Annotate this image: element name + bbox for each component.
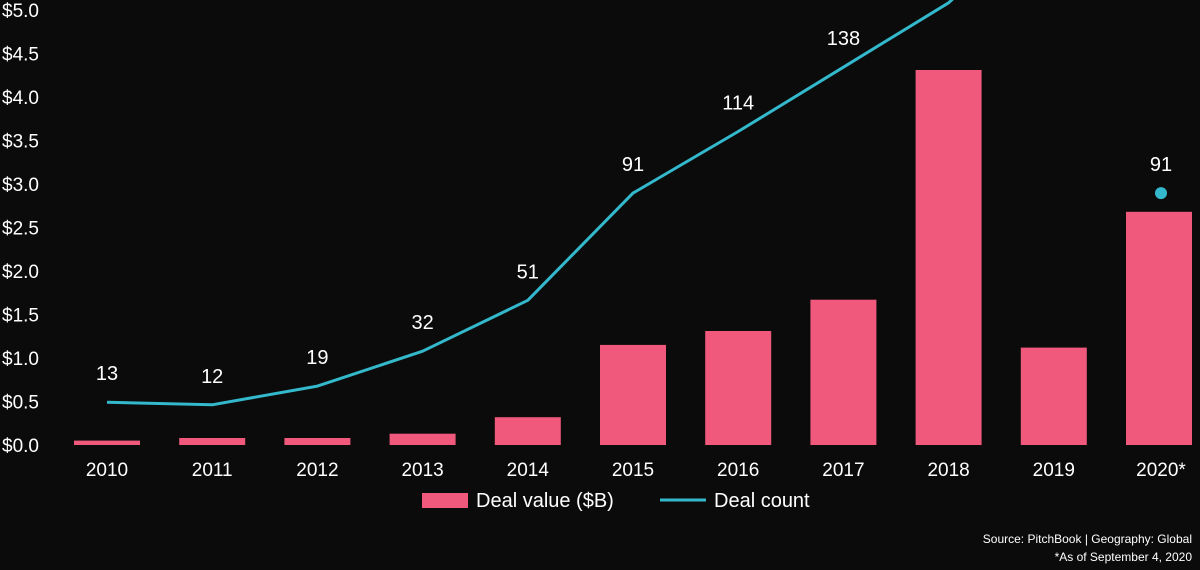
y-tick-label: $3.5 — [2, 132, 39, 153]
deal-count-label: 138 — [827, 28, 860, 50]
legend-swatch-deal-value — [422, 493, 468, 508]
bar — [705, 331, 772, 445]
y-tick-label: $0.0 — [2, 436, 39, 457]
x-tick-label: 2011 — [192, 460, 233, 481]
x-tick-label: 2018 — [927, 460, 969, 481]
bar — [74, 440, 140, 445]
x-tick-label: 2019 — [1033, 460, 1075, 481]
x-tick-label: 2015 — [612, 460, 654, 481]
bar — [810, 299, 877, 445]
deal-count-label: 13 — [96, 363, 118, 385]
bar — [1126, 211, 1192, 445]
x-tick-label: 2010 — [86, 460, 128, 481]
bar — [915, 70, 982, 445]
deal-count-label: 32 — [411, 312, 433, 334]
x-tick-label: 2013 — [401, 460, 443, 481]
y-tick-label: $2.0 — [2, 262, 39, 283]
bar — [284, 438, 351, 445]
bar-series — [74, 70, 1192, 445]
bar — [179, 438, 246, 445]
legend-label-deal-count: Deal count — [714, 490, 810, 512]
legend: Deal value ($B) Deal count — [422, 490, 810, 512]
legend-label-deal-value: Deal value ($B) — [476, 490, 614, 512]
y-tick-label: $0.5 — [2, 393, 39, 414]
x-tick-label: 2020* — [1136, 460, 1186, 481]
x-tick-label: 2016 — [717, 460, 759, 481]
deal-count-label: 114 — [722, 92, 754, 114]
bar — [494, 417, 561, 445]
bar — [389, 433, 456, 445]
y-tick-label: $5.0 — [2, 1, 39, 22]
date-note: *As of September 4, 2020 — [1055, 550, 1193, 564]
deal-count-label: 12 — [201, 366, 223, 388]
deal-count-label: 51 — [517, 261, 539, 283]
deal-count-line — [106, 0, 954, 407]
x-tick-label: 2014 — [507, 460, 550, 481]
bar — [1020, 347, 1087, 445]
deal-count-label: 91 — [1150, 154, 1172, 176]
y-axis: $0.0 $0.5 $1.0 $1.5 $2.0 $2.5 $3.0 $3.5 $4.0 $4.5… — [2, 1, 39, 457]
x-tick-label: 2012 — [296, 460, 338, 481]
deal-count-point — [1155, 187, 1167, 200]
x-axis: 2010 2011 2012 2013 2014 2015 2016 2017 2018 2019… — [86, 460, 1187, 481]
source-note: Source: PitchBook | Geography: Global — [983, 532, 1192, 546]
bar — [600, 344, 666, 445]
y-tick-label: $2.5 — [2, 219, 39, 240]
y-tick-label: $4.0 — [2, 88, 39, 109]
y-tick-label: $1.0 — [2, 349, 39, 370]
line-series: 13121932519111413816219891 — [96, 0, 1172, 407]
x-tick-label: 2017 — [822, 460, 864, 481]
deal-count-label: 19 — [306, 347, 328, 369]
y-tick-label: $1.5 — [2, 306, 39, 327]
y-tick-label: $4.5 — [2, 45, 39, 66]
y-tick-label: $3.0 — [2, 175, 39, 196]
deal-count-label: 91 — [622, 154, 644, 176]
